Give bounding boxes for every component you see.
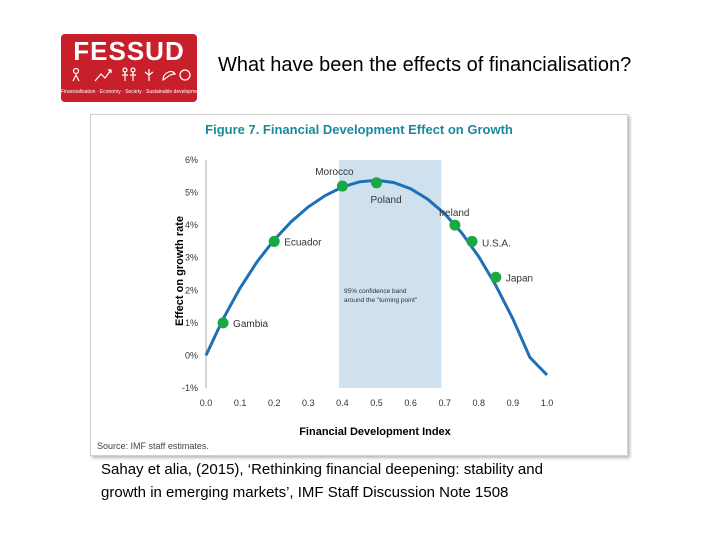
source-note: Source: IMF staff estimates. <box>97 441 209 451</box>
data-point <box>449 219 461 231</box>
y-tick-label: -1% <box>182 383 198 393</box>
x-tick-label: 0.8 <box>473 398 486 408</box>
y-tick-label: 1% <box>185 318 198 328</box>
axis-layer: -1% 0% 1% 2% 3% 4% 5% 6% 0.0 0.1 0.2 0.3 0.4 0.5 0.6 0.… <box>182 155 553 408</box>
data-point <box>490 271 502 283</box>
data-point <box>371 177 382 189</box>
x-axis-label: Financial Development Index <box>299 426 451 438</box>
x-tick-label: 0.5 <box>370 398 383 408</box>
x-tick-label: 0.4 <box>336 398 349 408</box>
fessud-logo: FESSUD Financialisation · Economy · Soci… <box>61 34 197 102</box>
x-tick-label: 0.7 <box>438 398 451 408</box>
data-point <box>217 317 229 329</box>
figure-panel: -1% 0% 1% 2% 3% 4% 5% 6% 0.0 0.1 0.2 0.3 0.4 0.5 0.6 0.… <box>90 114 628 456</box>
x-tick-label: 0.6 <box>404 398 417 408</box>
point-label: Japan <box>506 273 533 284</box>
data-point <box>336 180 348 192</box>
slide-title: What have been the effects of financiali… <box>218 54 632 76</box>
logo-icons <box>72 67 191 82</box>
point-label: Ireland <box>439 208 470 219</box>
x-tick-label: 0.2 <box>268 398 281 408</box>
data-point <box>466 235 478 247</box>
citation: Sahay et alia, (2015), ‘Rethinking finan… <box>101 458 661 504</box>
data-point <box>268 235 280 247</box>
point-label: Poland <box>371 195 402 206</box>
x-tick-label: 1.0 <box>541 398 554 408</box>
point-label: Gambia <box>233 319 268 330</box>
logo-wordmark: FESSUD <box>73 36 185 66</box>
y-axis-label: Effect on growth rate <box>174 216 186 326</box>
y-tick-label: 2% <box>185 285 198 295</box>
logo-tagline: Financialisation · Economy · Society · S… <box>61 89 197 95</box>
point-label: Morocco <box>315 167 354 178</box>
x-tick-label: 0.3 <box>302 398 315 408</box>
y-tick-label: 0% <box>185 350 198 360</box>
country-points: Gambia Ecuador Morocco Poland Ireland U.S.A. J… <box>217 167 533 330</box>
y-tick-label: 6% <box>185 155 198 165</box>
chart-title: Figure 7. Financial Development Effect o… <box>205 122 513 137</box>
citation-line-1: Sahay et alia, (2015), ‘Rethinking finan… <box>101 461 543 478</box>
point-label: U.S.A. <box>482 238 511 249</box>
band-label-line1: 95% confidence band <box>344 288 407 295</box>
x-tick-label: 0.0 <box>200 398 213 408</box>
y-tick-label: 5% <box>185 188 198 198</box>
y-tick-label: 3% <box>185 253 198 263</box>
point-label: Ecuador <box>284 237 322 248</box>
x-tick-label: 0.1 <box>234 398 247 408</box>
growth-chart: -1% 0% 1% 2% 3% 4% 5% 6% 0.0 0.1 0.2 0.3 0.4 0.5 0.6 0.… <box>97 122 553 451</box>
y-tick-label: 4% <box>185 220 198 230</box>
band-label-line2: around the "turning point" <box>344 297 418 304</box>
x-tick-label: 0.9 <box>507 398 520 408</box>
citation-line-2: growth in emerging markets’, IMF Staff D… <box>101 484 509 501</box>
